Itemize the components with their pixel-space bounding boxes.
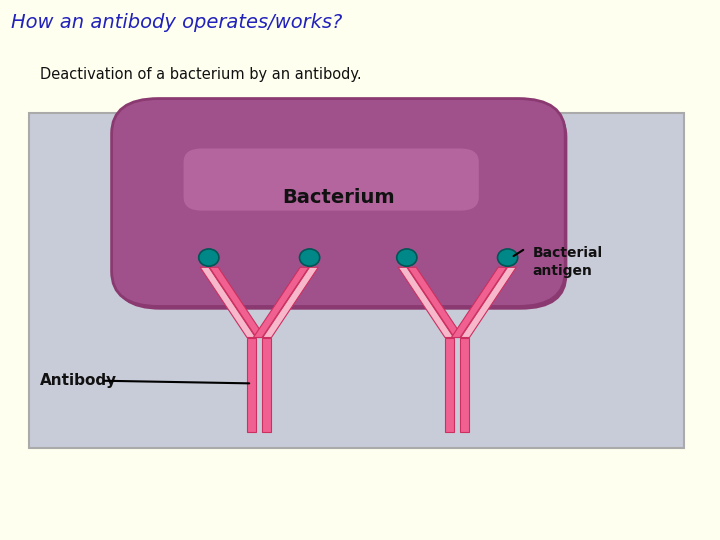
Polygon shape [210, 267, 265, 338]
Ellipse shape [498, 249, 518, 266]
Polygon shape [461, 267, 516, 338]
Text: Bacterium: Bacterium [282, 187, 395, 207]
Polygon shape [253, 267, 309, 338]
Text: Bacterial
antigen: Bacterial antigen [533, 246, 603, 278]
Polygon shape [247, 338, 256, 432]
FancyBboxPatch shape [184, 148, 479, 211]
Polygon shape [445, 338, 454, 432]
FancyBboxPatch shape [114, 102, 567, 309]
FancyBboxPatch shape [29, 113, 684, 448]
FancyBboxPatch shape [112, 98, 565, 306]
Text: Deactivation of a bacterium by an antibody.: Deactivation of a bacterium by an antibo… [40, 68, 361, 83]
Polygon shape [408, 267, 463, 338]
Polygon shape [263, 267, 318, 338]
Ellipse shape [199, 249, 219, 266]
Text: Antibody: Antibody [40, 373, 117, 388]
Polygon shape [398, 267, 454, 338]
Polygon shape [200, 267, 256, 338]
Ellipse shape [300, 249, 320, 266]
Polygon shape [460, 338, 469, 432]
Polygon shape [262, 338, 271, 432]
Text: How an antibody operates/works?: How an antibody operates/works? [11, 14, 342, 32]
Ellipse shape [397, 249, 417, 266]
Polygon shape [451, 267, 507, 338]
